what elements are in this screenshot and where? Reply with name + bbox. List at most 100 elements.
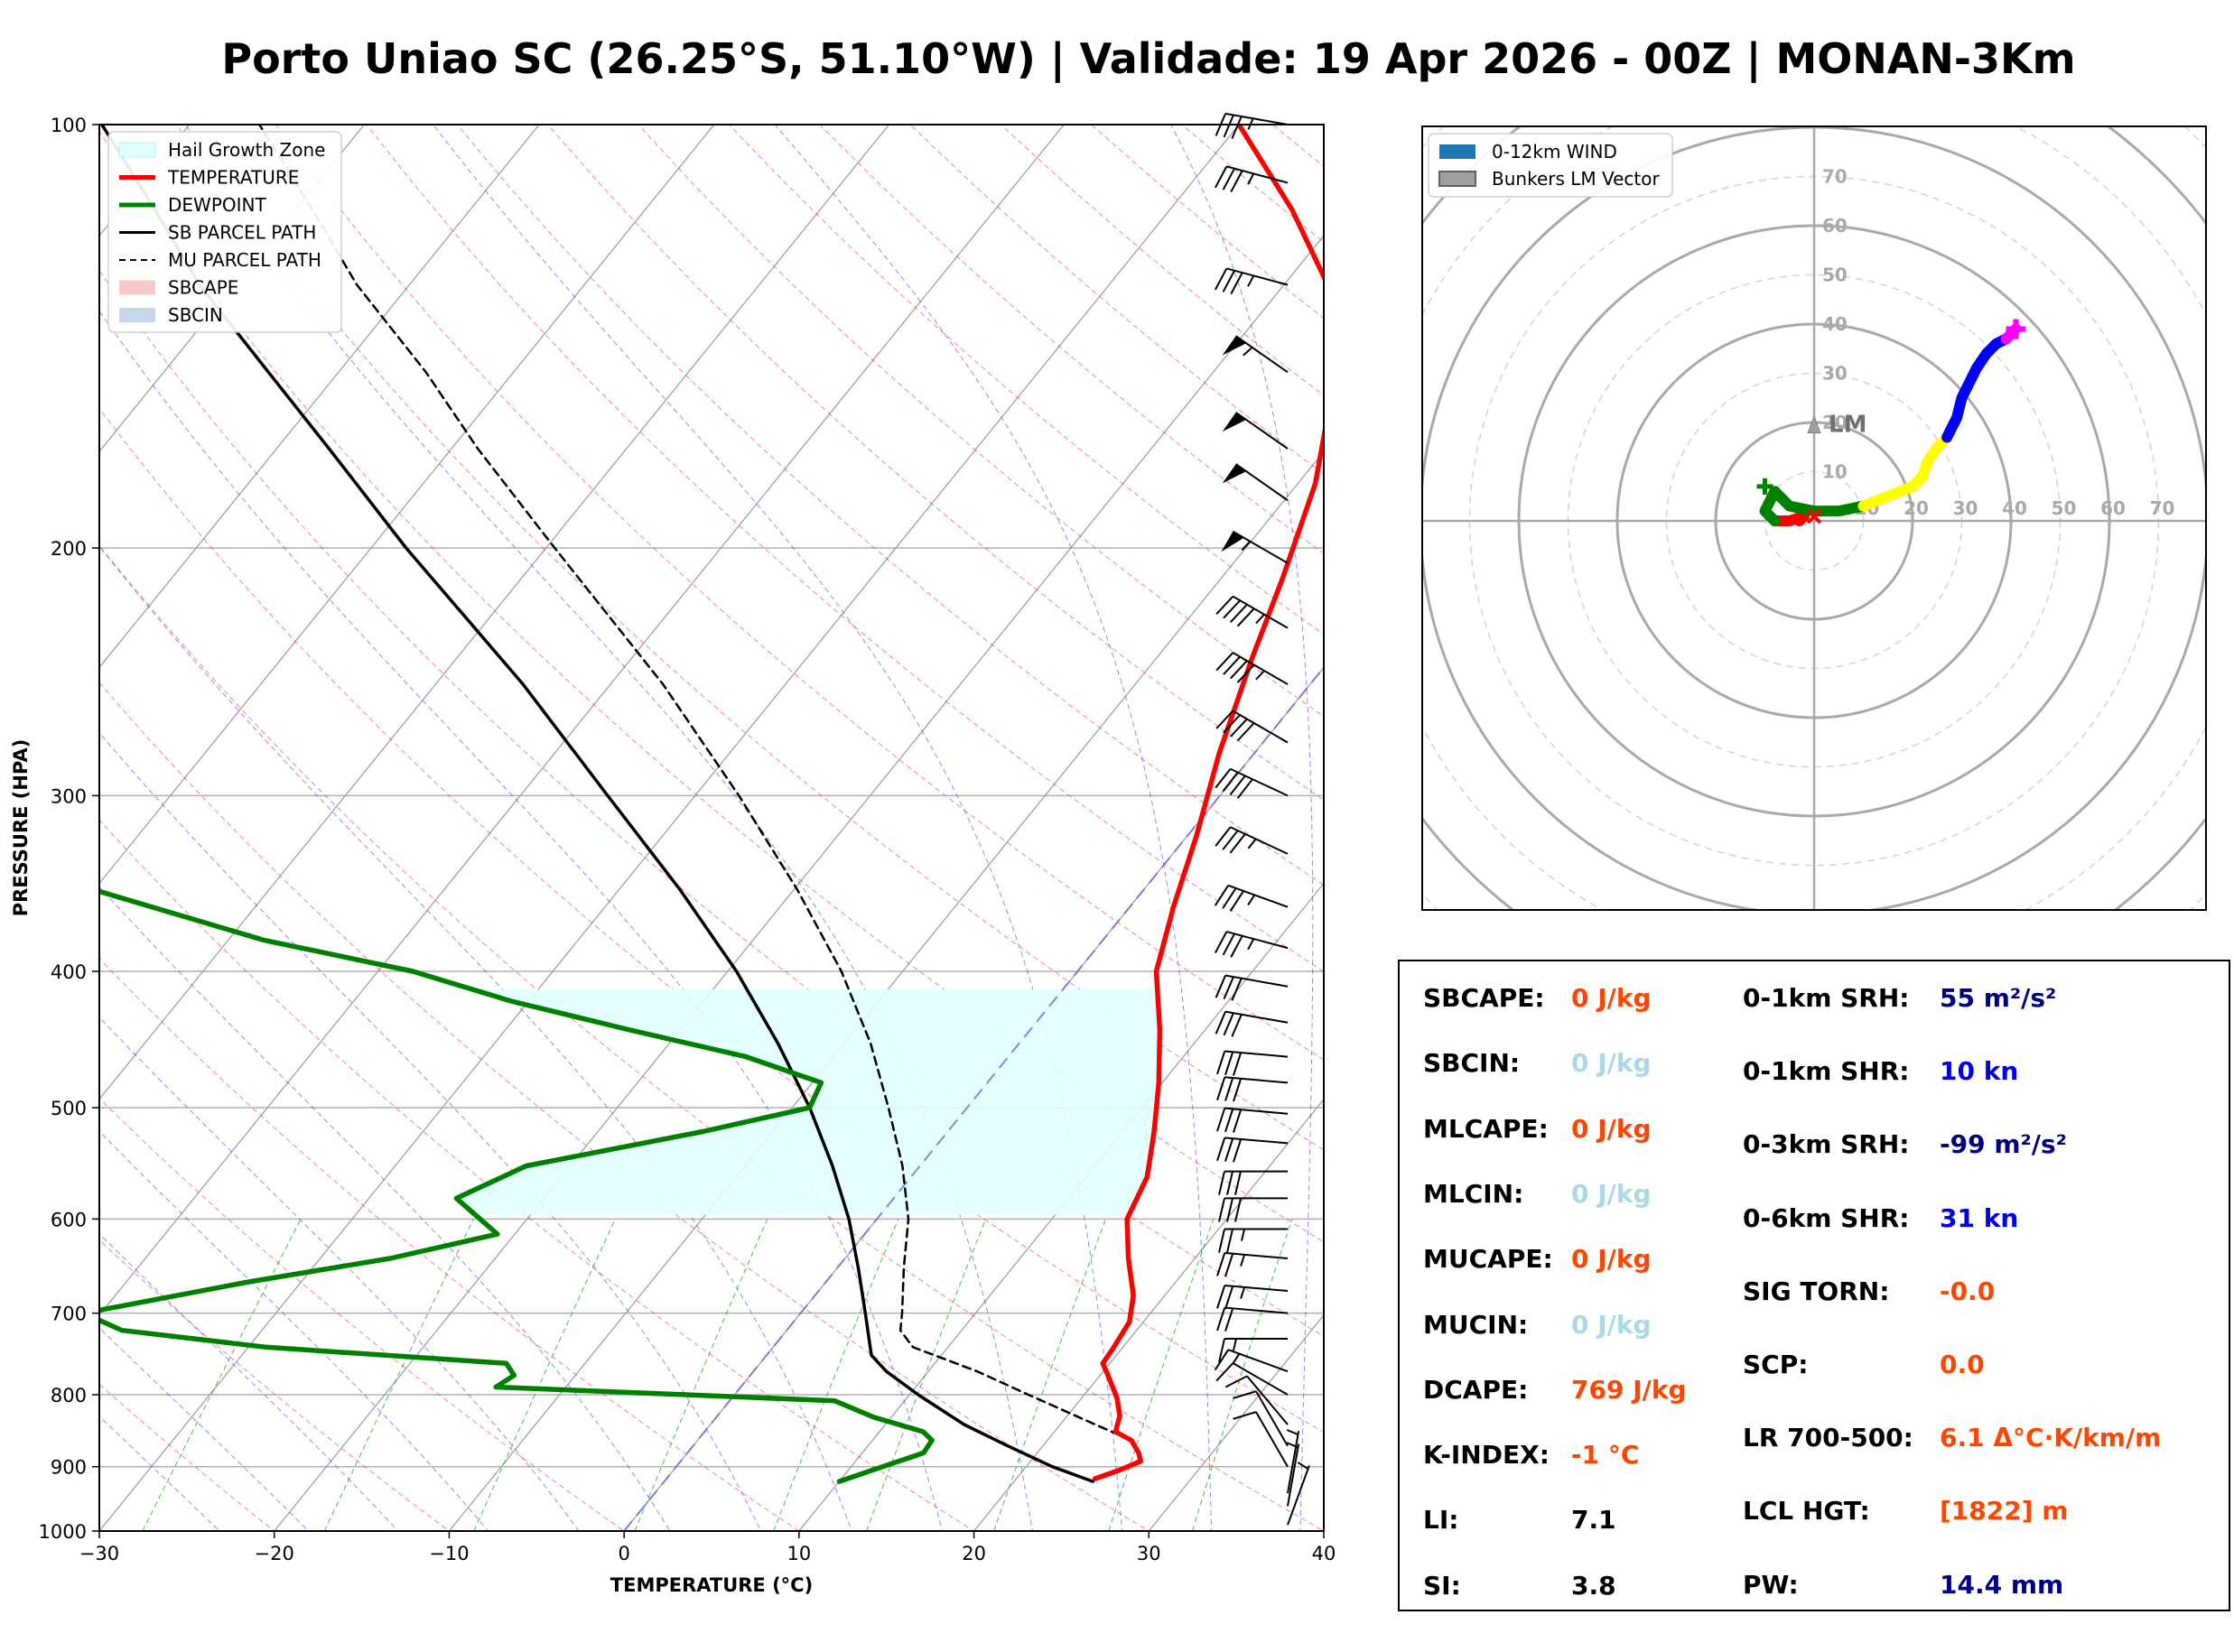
- wind-barb-staff: [1227, 884, 1289, 908]
- moist-adiabat-line: [99, 1415, 220, 1531]
- wind-barb-staff: [1246, 1375, 1289, 1425]
- param-value: -1 °C: [1571, 1440, 1640, 1471]
- x-axis-label: TEMPERATURE (°C): [610, 1574, 813, 1596]
- wind-barb: [1216, 1107, 1289, 1133]
- param-value: 769 J/kg: [1571, 1374, 1687, 1405]
- wind-barb-feather: [1218, 1338, 1225, 1363]
- y-tick-label: 300: [51, 785, 87, 807]
- wind-barb-feather: [1231, 1014, 1243, 1037]
- wind-barb-staff: [1226, 267, 1289, 286]
- wind-barb-feather: [1214, 165, 1228, 189]
- ring-label-v: 40: [1822, 313, 1848, 335]
- wind-barb: [1215, 767, 1289, 799]
- wind-barb-feather: [1230, 718, 1248, 738]
- hodograph-segment: [1941, 333, 2012, 443]
- y-tick-label: 700: [51, 1304, 87, 1325]
- dry-adiabat-line: [99, 1098, 625, 1531]
- dry-adiabat-line: [456, 125, 1324, 886]
- wind-barb-feather: [1224, 1253, 1234, 1277]
- wind-barb-staff: [1232, 1362, 1289, 1396]
- isotherm-line: [99, 125, 1065, 1316]
- wind-barb: [1214, 931, 1289, 958]
- wind-barb-feather: [1216, 1108, 1226, 1132]
- wind-barb-feather: [1229, 890, 1244, 912]
- wind-barb-feather: [1215, 113, 1226, 136]
- param-label: MLCIN:: [1423, 1178, 1524, 1209]
- wind-barb: [1216, 1076, 1289, 1102]
- y-tick-label: 200: [51, 538, 87, 560]
- wind-barb: [1287, 1462, 1310, 1526]
- param-label: MUCIN:: [1423, 1309, 1529, 1340]
- wind-barb-staff: [1224, 974, 1289, 988]
- wind-barb-staff: [1232, 652, 1289, 685]
- param-label: SBCIN:: [1423, 1048, 1521, 1079]
- param-label: PW:: [1743, 1569, 1799, 1600]
- wind-barb: [1233, 1411, 1289, 1468]
- wind-barb-feather: [1231, 978, 1243, 1001]
- bunkers-lm-label: LM: [1829, 411, 1866, 438]
- ring-label-u: 30: [1953, 497, 1978, 519]
- isotherm-line: [274, 235, 1324, 1531]
- wind-barb-feather: [1230, 170, 1243, 193]
- wind-barb-half-feather: [1247, 838, 1257, 849]
- wind-barb-feather: [1223, 714, 1241, 734]
- legend-item: SBCAPE: [119, 277, 238, 299]
- plot-frame: [98, 124, 1325, 1532]
- mu-parcel-path: [257, 125, 1133, 1442]
- y-tick-label: 600: [51, 1209, 87, 1230]
- wind-barb: [1215, 1010, 1289, 1037]
- wind-barb: [1214, 165, 1289, 193]
- param-value: [1822] m: [1940, 1496, 2069, 1527]
- hodograph-legend-item: Bunkers LM Vector: [1438, 168, 1661, 190]
- wind-barb-half-feather: [1247, 172, 1255, 185]
- ring-label-v: 60: [1822, 215, 1848, 237]
- wind-barb: [1222, 412, 1289, 450]
- wind-barb: [1215, 1362, 1289, 1396]
- wind-barb-staff: [1224, 1010, 1289, 1024]
- freezing-isotherm: [623, 665, 1324, 1531]
- wind-barb: [1216, 1251, 1289, 1277]
- param-value: 55 m²/s²: [1940, 983, 2057, 1013]
- wind-barb-feather: [1222, 270, 1235, 292]
- param-label: SCP:: [1743, 1350, 1809, 1379]
- legend-item: DEWPOINT: [119, 194, 266, 216]
- dry-adiabat-line: [99, 819, 975, 1531]
- wind-barb-feather: [1218, 1198, 1225, 1222]
- mixing-ratio-line: [142, 1219, 302, 1531]
- wind-barb-staff: [1224, 1251, 1289, 1260]
- wind-barb: [1218, 1197, 1288, 1222]
- y-tick-label: 1000: [39, 1521, 87, 1543]
- param-value: 14.4 mm: [1940, 1569, 2064, 1600]
- wind-barb-feather: [1218, 1229, 1225, 1253]
- wind-barb-half-feather: [1240, 1254, 1246, 1267]
- wind-barb-feather: [1215, 595, 1234, 615]
- x-tick-label: −30: [79, 1543, 119, 1564]
- wind-barb-feather: [1216, 1051, 1226, 1075]
- legend-label: Hail Growth Zone: [168, 139, 325, 161]
- wind-barb-feather: [1222, 933, 1235, 956]
- legend-swatch: [1439, 144, 1475, 159]
- wind-barb-half-feather: [1241, 1229, 1245, 1241]
- moist-adiabat-line: [176, 125, 1033, 1531]
- y-tick-label: 800: [51, 1385, 87, 1406]
- wind-barb: [1215, 652, 1289, 685]
- ring-label-v: 30: [1822, 363, 1848, 385]
- x-tick-label: 0: [618, 1543, 629, 1564]
- mixing-ratio-line: [473, 1219, 616, 1531]
- wind-barb: [1215, 826, 1289, 855]
- wind-barb-feather: [1214, 885, 1230, 906]
- legend-swatch: [1438, 171, 1476, 187]
- wind-barb-staff: [1224, 1076, 1289, 1084]
- wind-barb: [1214, 1349, 1289, 1373]
- wind-barb-feather: [1222, 887, 1237, 909]
- hodograph-frame: [1421, 125, 2207, 911]
- param-label: K-INDEX:: [1423, 1440, 1550, 1471]
- wind-barb-half-feather: [1232, 1353, 1241, 1365]
- wind-barb-feather: [1236, 778, 1253, 799]
- moist-adiabat-line: [99, 1130, 489, 1531]
- ring-label-u: 40: [2002, 497, 2027, 519]
- moist-adiabat-line: [99, 1327, 310, 1531]
- moist-adiabat-line: [774, 125, 1213, 1531]
- wind-barb-feather: [1224, 1308, 1234, 1332]
